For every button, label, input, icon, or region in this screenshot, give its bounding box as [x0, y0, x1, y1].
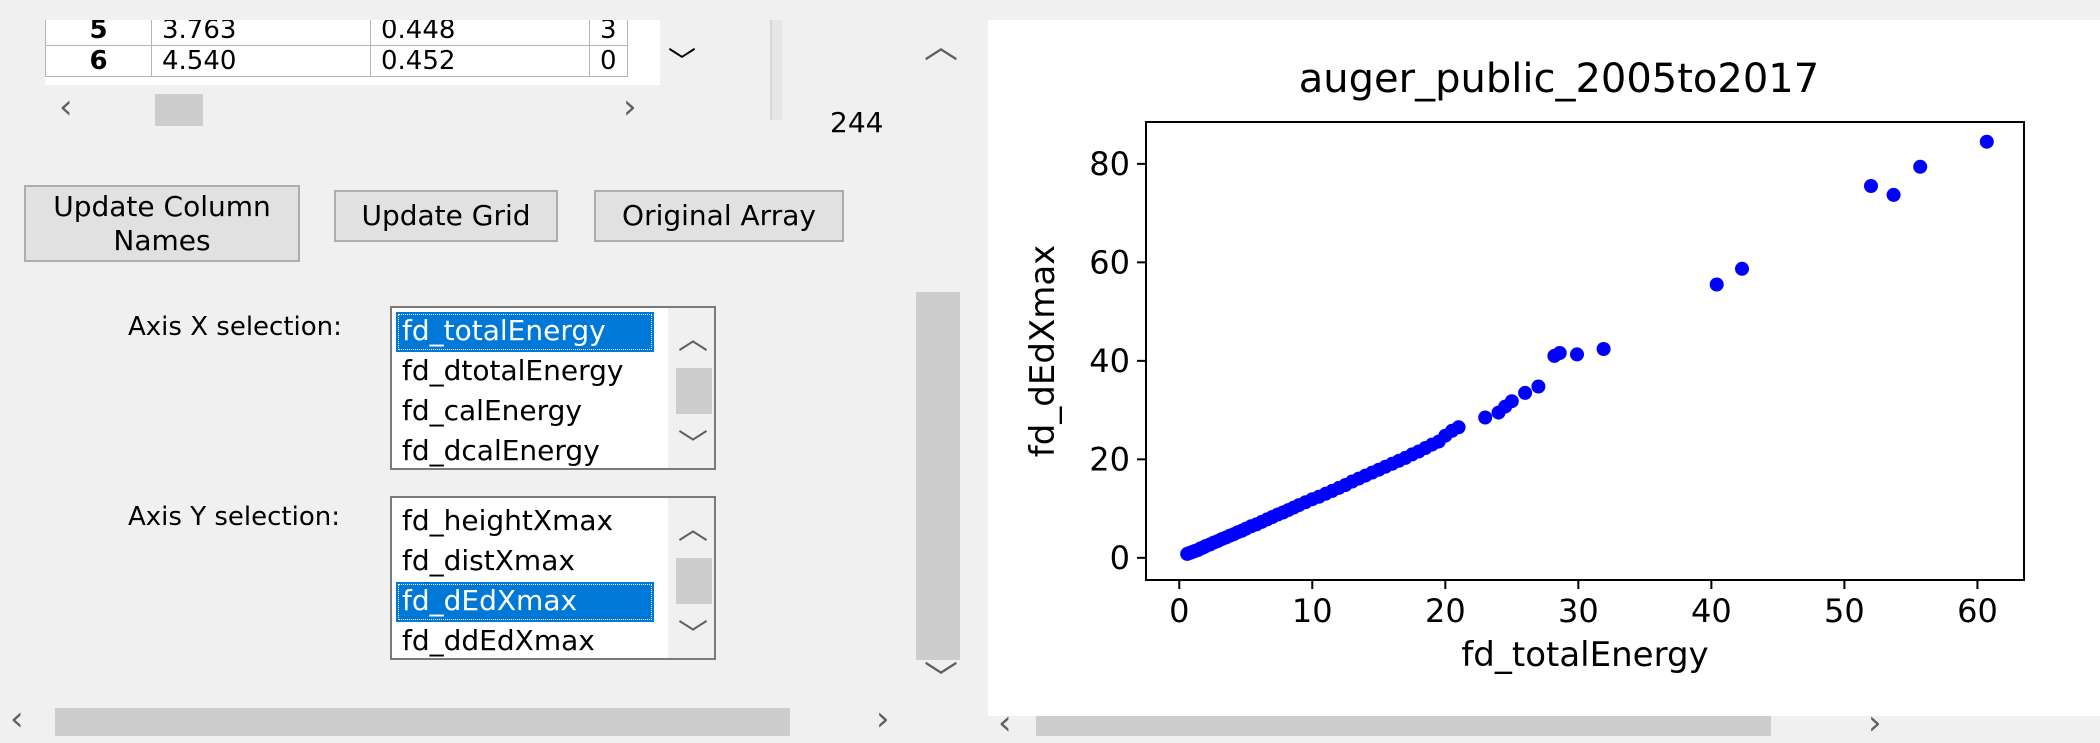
- y-tick-label: 80: [1089, 145, 1130, 183]
- y-tick-label: 60: [1089, 243, 1130, 281]
- x-tick-label: 30: [1558, 592, 1599, 630]
- table-row[interactable]: 5 3.763 0.448 3: [45, 20, 628, 46]
- chevron-left-icon[interactable]: ‹: [10, 699, 24, 739]
- list-item[interactable]: fd_calEnergy: [402, 394, 582, 427]
- list-item[interactable]: fd_heightXmax: [402, 504, 614, 537]
- table-row[interactable]: 6 4.540 0.452 0: [45, 45, 628, 77]
- update-column-names-button[interactable]: Update Column Names: [24, 185, 300, 262]
- scatter-point: [1596, 342, 1611, 356]
- scatter-point: [1709, 277, 1724, 292]
- scrollbar-thumb[interactable]: [916, 292, 960, 660]
- scatter-point: [1913, 159, 1928, 174]
- data-points: [1180, 134, 1994, 561]
- list-item[interactable]: fd_dcalEnergy: [402, 434, 600, 467]
- scrollbar-thumb[interactable]: [1036, 716, 1771, 736]
- scatter-point: [1504, 394, 1519, 409]
- grid-cell[interactable]: 4.540: [151, 45, 371, 77]
- scatter-point: [1979, 134, 1994, 149]
- axis-x-label: Axis X selection:: [128, 312, 342, 342]
- chevron-left-icon[interactable]: ‹: [998, 703, 1012, 743]
- scatter-point: [1864, 179, 1878, 193]
- grid-horizontal-scrollbar[interactable]: ‹ ›: [45, 88, 660, 128]
- y-axis-ticks: 0 20 40 60 80: [1089, 145, 1146, 577]
- y-tick-label: 20: [1089, 440, 1130, 478]
- x-tick-label: 50: [1824, 592, 1865, 630]
- x-axis-label: fd_totalEnergy: [1461, 635, 1708, 675]
- chevron-left-icon[interactable]: ‹: [59, 87, 73, 127]
- chevron-up-icon[interactable]: ︿: [924, 27, 958, 67]
- scatter-point: [1886, 187, 1901, 202]
- chevron-down-icon[interactable]: ﹀: [678, 428, 708, 463]
- x-tick-label: 0: [1169, 592, 1189, 630]
- chevron-right-icon[interactable]: ›: [876, 699, 890, 739]
- plot-horizontal-scrollbar[interactable]: ‹ ›: [988, 706, 2100, 740]
- axis-y-listbox[interactable]: fd_heightXmax fd_distXmax fd_dEdXmax fd_…: [390, 496, 716, 660]
- scatter-point: [1451, 420, 1466, 435]
- grid-cell[interactable]: 3.763: [151, 20, 371, 46]
- grid-cell[interactable]: 0.448: [370, 20, 590, 46]
- left-panel-vertical-scrollbar[interactable]: ︿ ﹀: [916, 0, 960, 708]
- x-axis-ticks: 0 10 20 30 40 50 60: [1169, 580, 1998, 630]
- chevron-right-icon[interactable]: ›: [623, 87, 637, 127]
- original-array-button[interactable]: Original Array: [594, 190, 844, 242]
- x-tick-label: 40: [1691, 592, 1732, 630]
- row-index: 6: [45, 45, 152, 77]
- scrollbar-thumb[interactable]: [676, 558, 712, 604]
- y-tick-label: 0: [1110, 539, 1130, 577]
- grid-cell[interactable]: 0.452: [370, 45, 590, 77]
- y-axis-label: fd_dEdXmax: [1023, 245, 1063, 458]
- scatter-point: [1552, 346, 1567, 360]
- axis-y-label: Axis Y selection:: [128, 502, 340, 532]
- chevron-down-icon[interactable]: ﹀: [668, 45, 697, 78]
- left-panel: 5 3.763 0.448 3 6 4.540 0.452 0 ﹀ ‹ › 24…: [0, 0, 916, 708]
- list-item[interactable]: fd_dEdXmax: [396, 582, 654, 622]
- chart-title: auger_public_2005to2017: [1299, 56, 1819, 102]
- scatter-point: [1570, 347, 1584, 362]
- plot-area: [1145, 121, 2025, 581]
- scatter-chart: auger_public_2005to2017 0 10 20 30 40 50 60 0 2…: [1023, 56, 2025, 675]
- plot-panel: auger_public_2005to2017 0 10 20 30 40 50 60 0 2…: [988, 20, 2100, 716]
- scatter-point: [1531, 379, 1546, 394]
- update-grid-button[interactable]: Update Grid: [334, 190, 558, 242]
- grid-table: 5 3.763 0.448 3 6 4.540 0.452 0: [45, 20, 628, 77]
- list-item[interactable]: fd_totalEnergy: [396, 312, 654, 352]
- left-panel-horizontal-scrollbar[interactable]: ‹ ›: [0, 702, 916, 736]
- scrollbar-thumb[interactable]: [676, 368, 712, 414]
- row-index: 5: [45, 20, 152, 46]
- x-tick-label: 10: [1292, 592, 1333, 630]
- y-tick-label: 40: [1089, 342, 1130, 380]
- chevron-up-icon[interactable]: ︿: [678, 322, 708, 357]
- grid-cell[interactable]: 0: [589, 45, 628, 77]
- scatter-point: [1735, 261, 1749, 276]
- scatter-point: [1478, 410, 1493, 425]
- scatter-point: [1518, 385, 1533, 400]
- scrollbar-thumb[interactable]: [55, 708, 790, 736]
- grid-cell[interactable]: 3: [589, 20, 628, 46]
- grid-vertical-scrollbar[interactable]: [770, 20, 782, 120]
- list-item[interactable]: fd_dtotalEnergy: [402, 354, 624, 387]
- axis-x-listbox[interactable]: fd_totalEnergy fd_dtotalEnergy fd_calEne…: [390, 306, 716, 470]
- scrollbar-thumb[interactable]: [155, 94, 203, 126]
- axis-y-scrollbar[interactable]: ︿ ﹀: [668, 498, 714, 658]
- chevron-up-icon[interactable]: ︿: [678, 512, 708, 547]
- chevron-down-icon[interactable]: ﹀: [924, 659, 958, 699]
- data-grid[interactable]: 5 3.763 0.448 3 6 4.540 0.452 0: [45, 20, 660, 85]
- chevron-down-icon[interactable]: ﹀: [678, 618, 708, 653]
- list-item[interactable]: fd_ddEdXmax: [402, 624, 595, 657]
- chevron-right-icon[interactable]: ›: [1868, 703, 1882, 743]
- x-tick-label: 20: [1425, 592, 1466, 630]
- row-count-label: 244: [830, 106, 884, 139]
- list-item[interactable]: fd_distXmax: [402, 544, 575, 577]
- axis-x-scrollbar[interactable]: ︿ ﹀: [668, 308, 714, 468]
- x-tick-label: 60: [1957, 592, 1998, 630]
